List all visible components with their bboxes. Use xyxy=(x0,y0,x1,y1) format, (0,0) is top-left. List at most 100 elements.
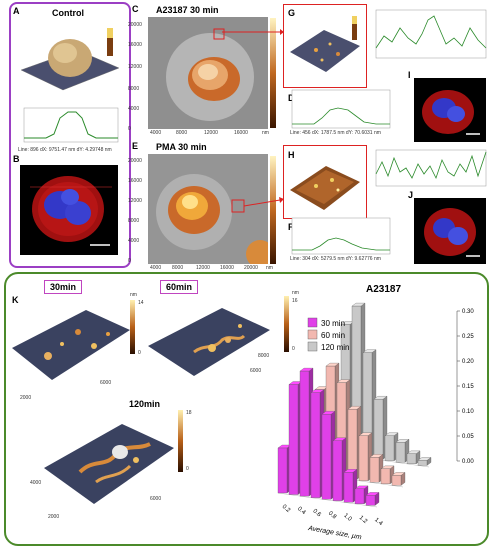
y-tick: 4000 xyxy=(128,238,140,244)
tick-60min-x1: 6000 xyxy=(250,368,262,374)
panel-e-colorbar xyxy=(270,156,276,264)
y-tick: 20000 xyxy=(128,22,142,28)
panel-b-fluorescence xyxy=(20,165,118,255)
arrow-e-to-h xyxy=(244,197,284,207)
y-tick-label: 0.00 xyxy=(462,459,474,465)
y-tick-label: 0.30 xyxy=(462,309,474,315)
panel-label-k: K xyxy=(12,295,19,305)
bar-60-min xyxy=(391,475,402,486)
afm-3d-60min xyxy=(148,308,270,376)
arrow-c-to-g xyxy=(222,29,284,35)
bar-30-min xyxy=(288,384,299,495)
x-axis-label: Average size, μm xyxy=(307,525,362,540)
y-tick-label: 0.15 xyxy=(462,384,474,390)
panel-e-afm-image xyxy=(148,154,268,264)
y-tick: 12000 xyxy=(128,198,142,204)
tick-120min-x3: 6000 xyxy=(150,496,162,502)
panel-f-caption: Line: 304 dX: 5279.5 nm dY: 9.62776 nm xyxy=(290,256,381,262)
panel-label-g: G xyxy=(288,8,296,18)
x-tick: 4000 xyxy=(150,130,162,136)
scale-120min-max: 18 xyxy=(186,410,192,416)
afm-3d-120min xyxy=(44,424,174,504)
y-tick: 12000 xyxy=(128,64,142,70)
bar-30-min xyxy=(321,414,332,500)
bar-120-min xyxy=(406,453,417,465)
y-tick-label: 0.20 xyxy=(462,359,474,365)
x-tick-label: 1.2 xyxy=(358,515,369,525)
scale-30min-max: 14 xyxy=(138,300,144,306)
panel-label-i: I xyxy=(408,70,411,80)
x-tick: 8000 xyxy=(172,265,184,271)
x-tick-label: 0.4 xyxy=(296,506,307,516)
y-tick-label: 0.10 xyxy=(462,409,474,415)
scale-30min-unit: nm xyxy=(130,292,137,298)
panel-label-e: E xyxy=(132,141,139,151)
legend-swatch xyxy=(307,317,318,328)
bar-30-min xyxy=(277,447,288,494)
bar-60-min xyxy=(369,457,380,483)
panel-d-profile-plot xyxy=(291,89,391,129)
panel-e-title: PMA 30 min xyxy=(156,142,207,152)
scale-60min-unit: nm xyxy=(292,290,299,296)
bar-120-min xyxy=(384,435,395,461)
panel-c-title: A23187 30 min xyxy=(156,5,219,15)
bar-60-min xyxy=(380,468,391,485)
panel-label-a: A xyxy=(13,6,20,16)
y-tick: 4000 xyxy=(128,106,140,112)
bar-30-min xyxy=(299,370,310,497)
y-tick: 20000 xyxy=(128,158,142,164)
colorbar-60min xyxy=(284,296,289,352)
y-tick: 16000 xyxy=(128,42,142,48)
panel-k-frame xyxy=(4,272,489,546)
scale-60min-min: 0 xyxy=(292,346,295,352)
x-tick: 16000 xyxy=(234,130,248,136)
panel-j-fluorescence xyxy=(414,198,486,264)
floor-grid-line xyxy=(277,492,378,508)
panel-label-j: J xyxy=(408,190,414,200)
panel-a-profile-plot xyxy=(23,107,119,143)
colorbar-30min xyxy=(130,300,135,354)
scale-60min-max: 16 xyxy=(292,298,298,304)
x-unit: nm xyxy=(266,265,273,271)
panel-g-profile-plot xyxy=(375,9,487,59)
x-tick-label: 0.6 xyxy=(312,508,323,518)
y-tick: 0 xyxy=(128,258,131,264)
y-tick-label: 0.25 xyxy=(462,334,474,340)
y-tick: 8000 xyxy=(128,86,140,92)
bar-60-min xyxy=(347,409,358,480)
tick-120min-x1: 2000 xyxy=(48,514,60,520)
colorbar-120min xyxy=(178,410,183,472)
panel-e-xticks: 4000 8000 12000 16000 20000 nm xyxy=(150,265,274,273)
tick-60min-x2: 8000 xyxy=(258,353,270,359)
panel-label-h: H xyxy=(288,150,295,160)
legend-swatch xyxy=(307,329,318,340)
x-tick-label: 1.4 xyxy=(373,517,384,527)
x-tick-label: 0.8 xyxy=(327,511,338,521)
panel-g-afm-3d xyxy=(290,16,360,72)
chart-title: A23187 xyxy=(366,284,401,295)
scale-30min-min: 0 xyxy=(138,350,141,356)
panel-a-caption: Line: 896 dX: 9751.47 nm dY: 4.29748 nm xyxy=(18,147,112,153)
bar-120-min xyxy=(373,399,384,460)
control-panel-frame xyxy=(9,2,131,268)
bar-30-min xyxy=(332,440,343,501)
bar-30-min xyxy=(343,472,354,503)
tag-30min: 30min xyxy=(44,280,83,294)
panel-g-frame xyxy=(283,4,367,88)
panel-c-yticks: 20000 16000 12000 8000 4000 0 xyxy=(128,20,148,132)
panel-label-f: F xyxy=(288,222,294,232)
panel-c-afm-image xyxy=(148,17,268,129)
legend-swatch xyxy=(307,341,318,352)
x-tick-label: 1.0 xyxy=(342,513,353,523)
y-tick: 16000 xyxy=(128,178,142,184)
panel-a-afm-3d xyxy=(20,28,120,91)
panel-e-yticks: 20000 16000 12000 8000 4000 0 xyxy=(128,158,148,268)
panel-label-d: D xyxy=(288,93,295,103)
y-tick: 8000 xyxy=(128,218,140,224)
x-tick: 12000 xyxy=(204,130,218,136)
y-tick: 0 xyxy=(128,126,131,132)
panel-d-caption: Line: 456 dX: 1787.5 nm dY: 70.6031 nm xyxy=(290,130,381,136)
bar-120-min xyxy=(395,442,406,463)
y-tick-label: 0.05 xyxy=(462,434,474,440)
size-distribution-chart: A231870.000.050.100.150.200.250.30Relati… xyxy=(277,284,474,540)
